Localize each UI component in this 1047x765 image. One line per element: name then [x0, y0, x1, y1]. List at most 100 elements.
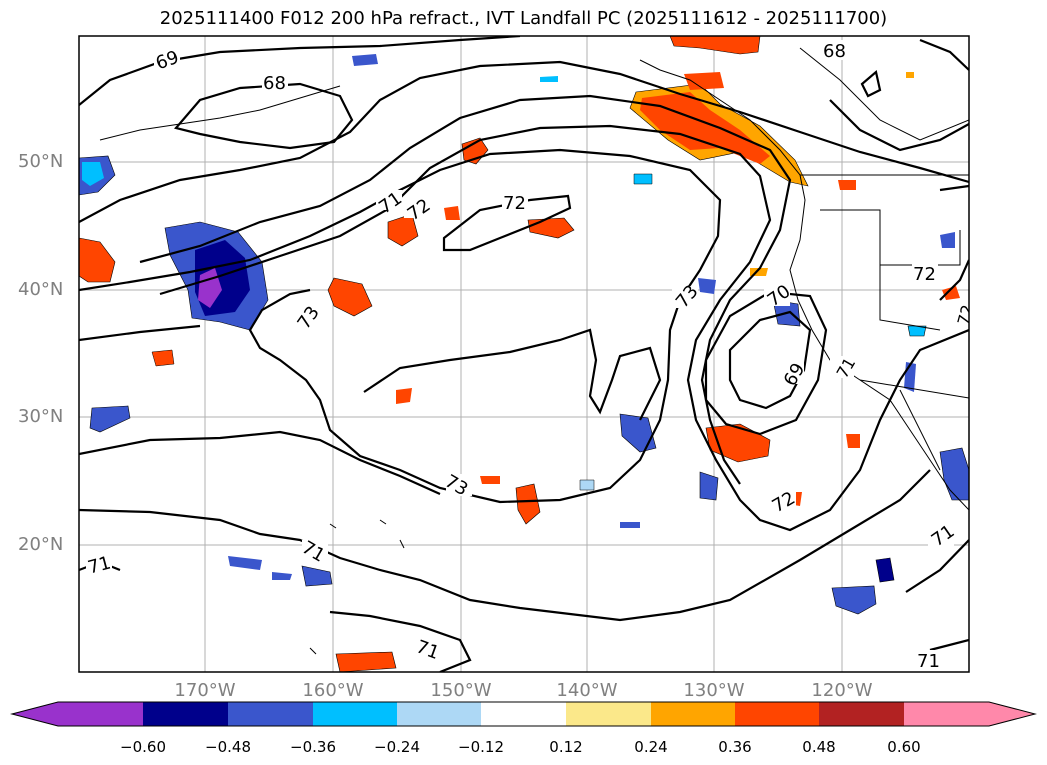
positive-anomaly-s2 — [396, 388, 412, 404]
positive-anomaly-s9 — [906, 72, 914, 78]
contour-70-closed — [704, 290, 828, 436]
lon-label-150w: 150°W — [430, 680, 492, 701]
colorbar-bin — [481, 702, 566, 726]
map-background — [79, 36, 969, 672]
map-frame — [78, 35, 970, 673]
negative-anomaly-e2 — [698, 278, 716, 294]
negative-anomaly-south — [301, 565, 333, 587]
positive-anomaly-s5 — [838, 180, 856, 190]
lon-label-170w: 170°W — [174, 680, 236, 701]
contour-label: 68 — [263, 73, 286, 94]
contour-71-corner — [929, 638, 969, 652]
colorbar-label: −0.24 — [374, 738, 420, 756]
contour-label: 72 — [503, 193, 526, 214]
map-canvas: 69 68 68 71 72 72 73 73 70 69 71 72 72 — [78, 35, 978, 673]
colorbar-label: −0.12 — [458, 738, 504, 756]
negative-anomaly-n2 — [540, 76, 558, 82]
west-coast — [639, 59, 969, 511]
negative-anomaly-west-edge — [82, 162, 104, 186]
colorbar-bin — [143, 702, 228, 726]
lat-label-20n: 20°N — [18, 534, 64, 555]
contour-label: 72 — [954, 303, 978, 328]
negative-anomaly-central — [619, 413, 657, 453]
positive-anomaly-north — [669, 36, 761, 55]
positive-anomaly-s10 — [942, 286, 960, 300]
negative-anomaly-se — [831, 585, 877, 615]
baja — [899, 389, 941, 471]
colorbar-label: −0.48 — [205, 738, 251, 756]
colorbar-bin — [819, 702, 904, 726]
positive-anomaly-s3 — [151, 349, 175, 367]
positive-anomaly-west — [79, 237, 116, 283]
negative-anomaly-n — [352, 54, 378, 66]
map-title: 2025111400 F012 200 hPa refract., IVT La… — [159, 8, 888, 29]
state-borders-2 — [879, 265, 941, 331]
colorbar-bin — [58, 702, 143, 726]
contour-72-sw — [79, 430, 441, 496]
contour-label: 72 — [913, 264, 936, 285]
colorbar-bin — [228, 702, 313, 726]
positive-anomaly-s4 — [846, 434, 860, 448]
negative-anomaly-baja — [939, 447, 969, 501]
positive-anomaly-s8 — [480, 476, 500, 484]
contour-69-ne — [829, 99, 969, 152]
contour-71-se — [905, 539, 969, 593]
negative-anomaly-m1 — [579, 479, 595, 491]
colorbar-extend-high — [989, 702, 1035, 726]
colorbar-bin — [566, 702, 651, 726]
colorbar-label: −0.36 — [290, 738, 336, 756]
negative-anomaly-m3 — [633, 173, 653, 185]
aleutians — [99, 85, 341, 141]
contour-73-west — [79, 324, 201, 342]
contour-label: 68 — [823, 41, 846, 62]
negative-anomaly-s2 — [228, 556, 262, 570]
colorbar-label: 0.24 — [634, 738, 668, 756]
hawaii — [309, 519, 405, 655]
contour-71 — [139, 94, 792, 485]
negative-anomaly-i2 — [907, 325, 927, 337]
colorbar-extend-low — [12, 702, 58, 726]
shaded-field — [79, 36, 969, 672]
colorbar-bin — [651, 702, 735, 726]
positive-anomaly-mid5 — [444, 206, 460, 220]
lat-label-50n: 50°N — [18, 151, 64, 172]
negative-anomaly-m2 — [620, 522, 640, 528]
contour-70 — [79, 60, 969, 223]
colorbar — [10, 701, 1037, 727]
lon-label-120w: 120°W — [811, 680, 873, 701]
contour-73-inner — [363, 328, 662, 421]
coast-bc-north — [799, 47, 969, 141]
contour-68-small — [860, 69, 882, 98]
border-us-mexico — [859, 379, 969, 399]
contour-72-ne — [939, 184, 969, 301]
colorbar-bin — [735, 702, 819, 726]
negative-anomaly-interior — [940, 232, 955, 248]
lon-label-140w: 140°W — [556, 680, 618, 701]
colorbar-label: 0.48 — [802, 738, 836, 756]
colorbar-outline — [10, 701, 1037, 727]
contour-71-s2 — [329, 610, 472, 672]
positive-anomaly-mid — [327, 277, 373, 317]
contour-68-ne — [919, 38, 969, 71]
positive-anomaly-central — [515, 483, 541, 525]
negative-anomaly-sw — [89, 405, 131, 433]
colorbar-bin — [904, 702, 989, 726]
colorbar-label: 0.60 — [887, 738, 921, 756]
negative-anomaly-s3 — [272, 572, 292, 580]
contour-71-south — [79, 469, 931, 622]
contour-69-north — [79, 36, 521, 106]
colorbar-bin — [313, 702, 397, 726]
lat-label-30n: 30°N — [18, 406, 64, 427]
lon-label-130w: 130°W — [683, 680, 745, 701]
positive-anomaly-south — [335, 651, 397, 672]
colorbar-label: 0.36 — [718, 738, 752, 756]
contour-label: 71 — [917, 651, 940, 672]
negative-anomaly-e — [699, 471, 719, 501]
colorbar-label: 0.12 — [549, 738, 583, 756]
positive-anomaly-north2 — [684, 72, 724, 90]
colorbar-bin — [397, 702, 481, 726]
colorbar-label: −0.60 — [120, 738, 166, 756]
contour-68-closed — [174, 82, 354, 150]
contour-72 — [159, 124, 969, 532]
coastlines — [99, 47, 969, 655]
